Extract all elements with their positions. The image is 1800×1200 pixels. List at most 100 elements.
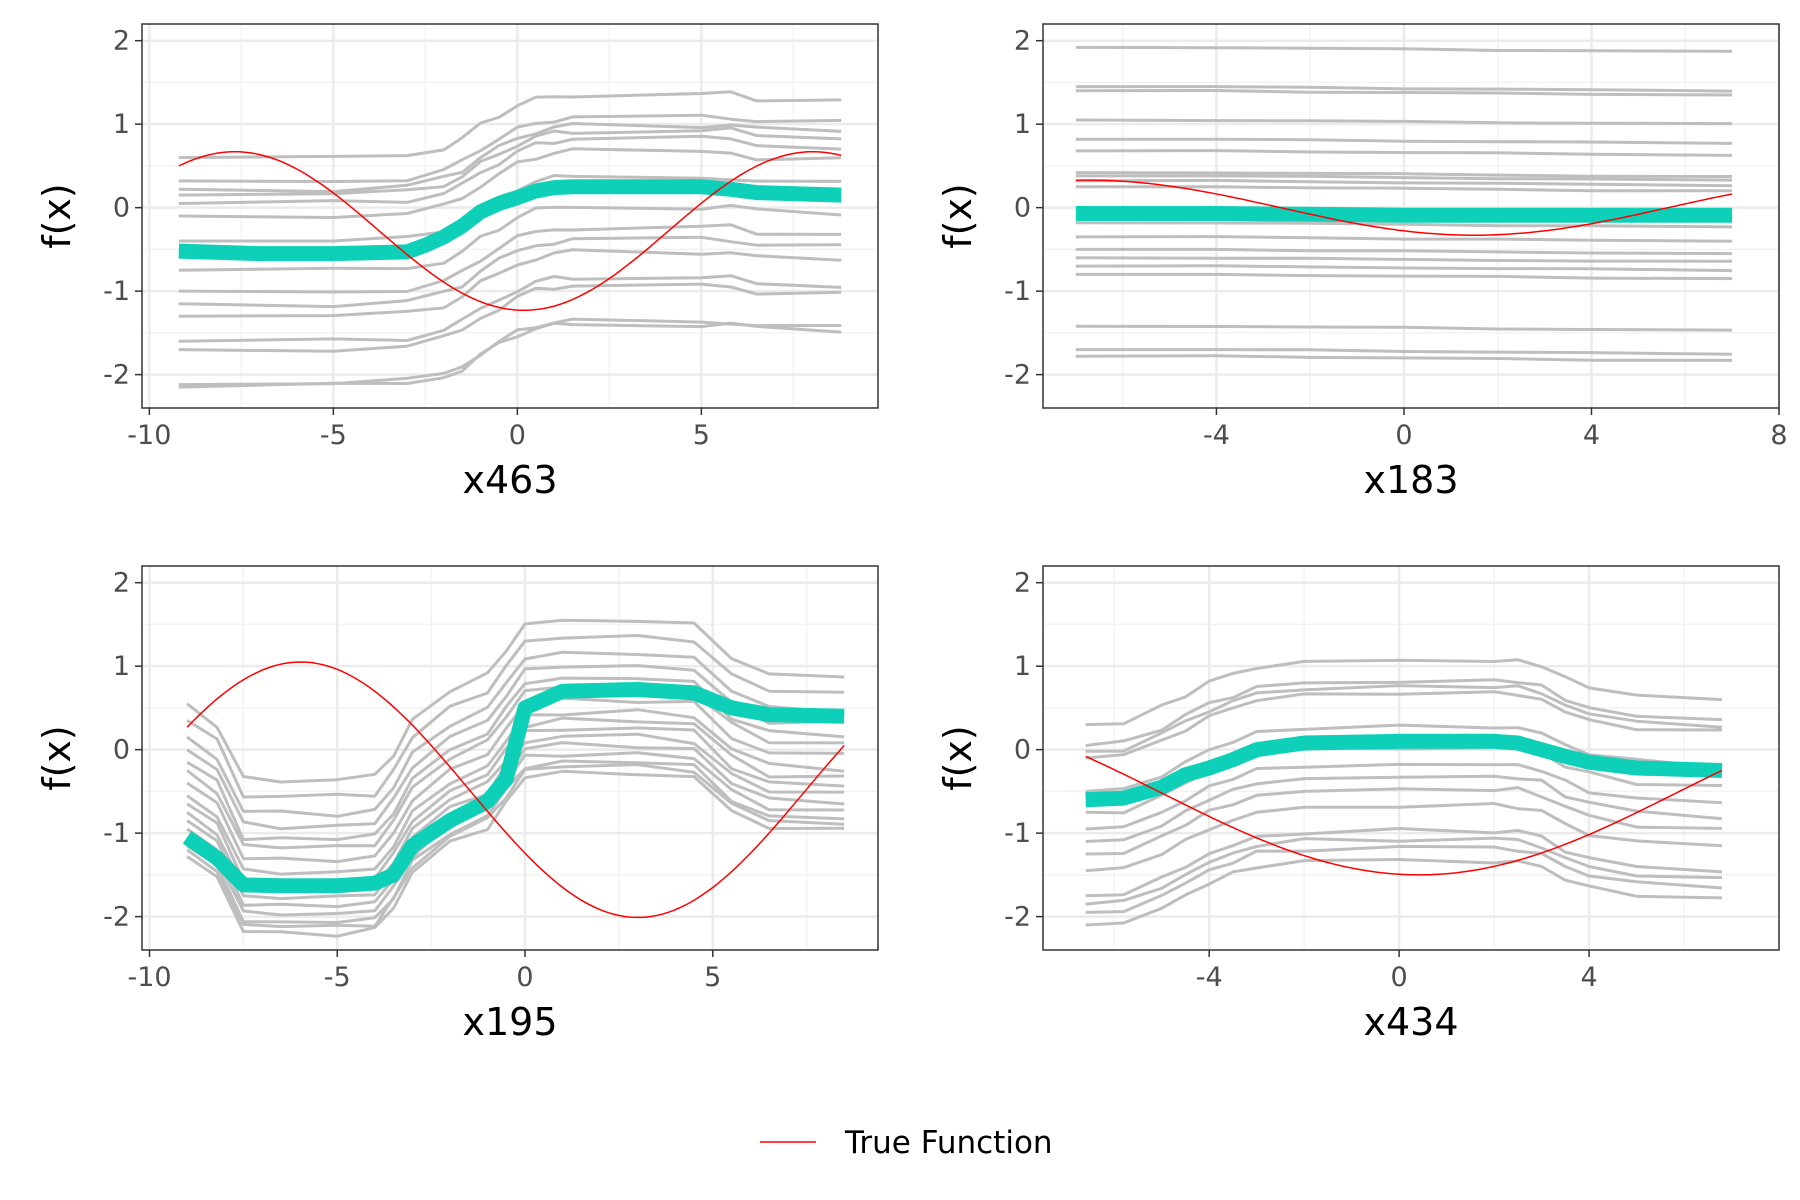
x-tick-label: -4: [1196, 962, 1223, 993]
ice-curve: [1085, 774, 1723, 843]
ice-curve: [186, 763, 845, 929]
ice-curve: [186, 769, 845, 938]
ice-curve: [1075, 149, 1733, 157]
x-tick-label: 5: [704, 962, 721, 993]
ice-curve: [1085, 684, 1723, 753]
x-tick-label: -10: [127, 962, 171, 993]
x-tick-label: 0: [1395, 420, 1412, 451]
y-tick-label: -1: [1004, 276, 1031, 307]
ice-curve: [1075, 118, 1733, 126]
x-tick-label: -10: [127, 420, 171, 451]
y-tick-label: -2: [1004, 360, 1031, 391]
ice-curve: [1075, 89, 1733, 97]
ice-curve: [1075, 171, 1733, 178]
y-tick-label: -2: [103, 360, 130, 391]
ice-curve: [178, 223, 842, 294]
x-tick-label: 8: [1770, 420, 1787, 451]
ice-curve: [178, 248, 842, 318]
x-tick-label: -4: [1203, 420, 1230, 451]
ice-curve: [178, 90, 842, 160]
ice-curve: [186, 618, 845, 784]
y-tick-label: 2: [113, 568, 130, 599]
ice-curve: [1085, 836, 1723, 906]
plot-area: [178, 90, 842, 389]
ice-curve: [1085, 844, 1723, 914]
ice-curve: [1075, 174, 1733, 182]
ice-curve: [1075, 272, 1733, 281]
ice-curve: [1085, 786, 1723, 856]
x-tick-label: 0: [516, 962, 533, 993]
ice-curve: [186, 634, 845, 799]
y-tick-label: 2: [1014, 568, 1031, 599]
x-axis-title: x195: [462, 1000, 557, 1044]
y-tick-label: -2: [1004, 902, 1031, 933]
ice-curve: [186, 759, 845, 924]
ice-curve: [1075, 324, 1733, 332]
pdp-curve: [178, 179, 842, 262]
y-tick-label: 1: [113, 109, 130, 140]
ice-curve: [178, 274, 842, 343]
ice-curve: [1075, 256, 1733, 263]
ice-curve: [1075, 235, 1733, 243]
panel-x183: -4 0 4 8 -2 -1 0 1 2 x183 f(x): [936, 23, 1788, 502]
pdp-curve: [1085, 733, 1723, 808]
ice-curve: [1085, 690, 1723, 760]
ice-curve: [186, 664, 845, 831]
ice-curve: [178, 113, 842, 183]
ice-curve: [1085, 723, 1723, 793]
ice-curve: [1085, 762, 1723, 831]
y-axis-title: f(x): [936, 183, 980, 249]
true-function-curve: [1075, 179, 1733, 236]
y-axis-title: f(x): [35, 725, 79, 791]
y-tick-label: -1: [103, 818, 130, 849]
y-tick-label: 1: [1014, 109, 1031, 140]
ice-curve: [1075, 247, 1733, 256]
ice-curve: [1075, 137, 1733, 145]
y-tick-label: 2: [1014, 26, 1031, 57]
ice-curve: [178, 203, 842, 272]
ice-curve: [1075, 85, 1733, 93]
panel-x434: -4 0 4 -2 -1 0 1 2 x434 f(x): [936, 565, 1780, 1044]
plot-area: [1085, 658, 1723, 927]
ice-curve: [178, 235, 842, 309]
y-axis-title: f(x): [936, 725, 980, 791]
legend-label-true-function: True Function: [844, 1125, 1053, 1161]
y-tick-label: 2: [113, 26, 130, 57]
x-axis-title: x183: [1363, 458, 1458, 502]
x-tick-label: 5: [693, 420, 710, 451]
y-tick-label: 0: [1014, 193, 1031, 224]
ice-curve: [178, 122, 842, 194]
y-tick-label: -1: [103, 276, 130, 307]
x-tick-label: 4: [1583, 420, 1600, 451]
plot-area: [1075, 45, 1733, 362]
ice-curve: [1075, 348, 1733, 356]
x-tick-label: 0: [1391, 962, 1408, 993]
legend: True Function: [760, 1125, 1053, 1161]
ice-curve: [178, 321, 842, 389]
ice-curve: [1075, 178, 1733, 188]
ice-curve: [1085, 858, 1723, 927]
ice-curve: [186, 696, 845, 864]
y-tick-label: -1: [1004, 818, 1031, 849]
ice-curve: [1085, 827, 1723, 898]
ice-curve: [178, 126, 842, 197]
x-tick-label: 0: [509, 420, 526, 451]
y-tick-label: 0: [113, 193, 130, 224]
ice-curve: [186, 650, 845, 818]
panel-border: [1042, 23, 1780, 409]
ice-curve: [1085, 658, 1723, 727]
ice-curve: [178, 282, 842, 353]
ice-curve: [1075, 264, 1733, 273]
panel-border: [1042, 565, 1780, 951]
ice-curve: [1085, 802, 1723, 873]
ice-curve: [1075, 185, 1733, 193]
ice-curve: [178, 147, 842, 219]
ice-curve: [186, 708, 845, 876]
plot-area: [182, 618, 845, 938]
x-tick-label: -5: [320, 420, 347, 451]
y-tick-label: 1: [113, 651, 130, 682]
panel-border: [141, 23, 879, 409]
